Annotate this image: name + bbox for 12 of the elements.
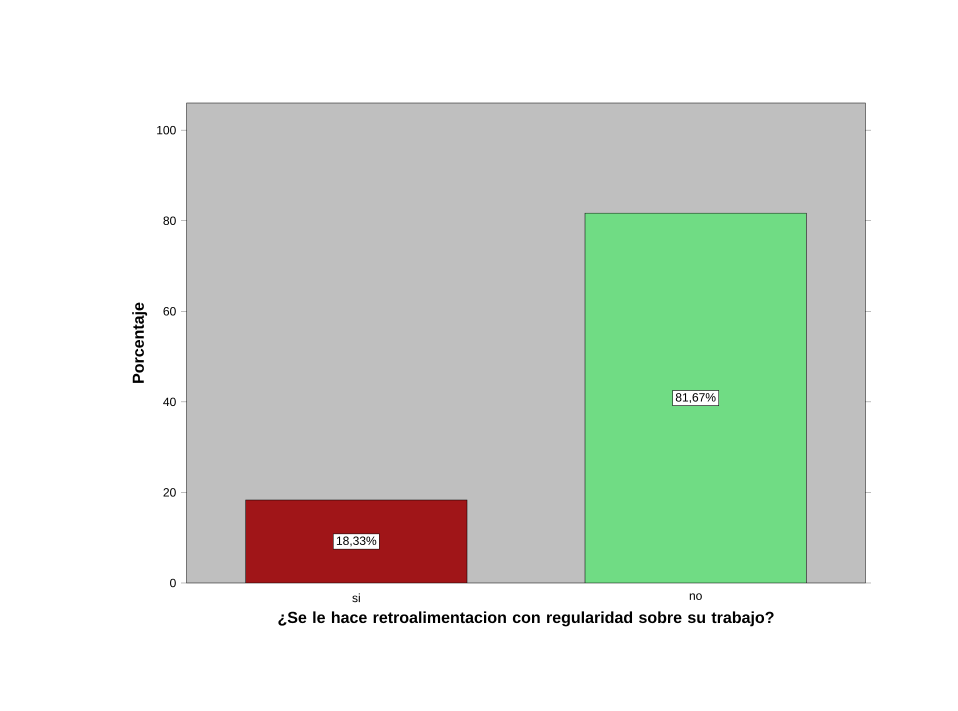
y-tick-label: 0 <box>170 578 176 588</box>
y-tick-label: 20 <box>164 488 176 497</box>
x-tick-label: si <box>352 593 360 602</box>
data-label: 81,67% <box>676 393 716 404</box>
y-axis-title: Porcentaje <box>132 302 148 383</box>
y-tick-label: 40 <box>163 398 176 406</box>
y-tick-label: 100 <box>157 126 176 134</box>
x-tick-label: no <box>690 593 702 600</box>
y-tick-label: 80 <box>163 216 176 225</box>
data-label: 18,33% <box>336 536 376 546</box>
y-tick-label: 60 <box>164 307 176 316</box>
x-axis-title: ¿Se le hace retroalimentacion con regularidad sobre su trabajo? <box>278 611 774 626</box>
